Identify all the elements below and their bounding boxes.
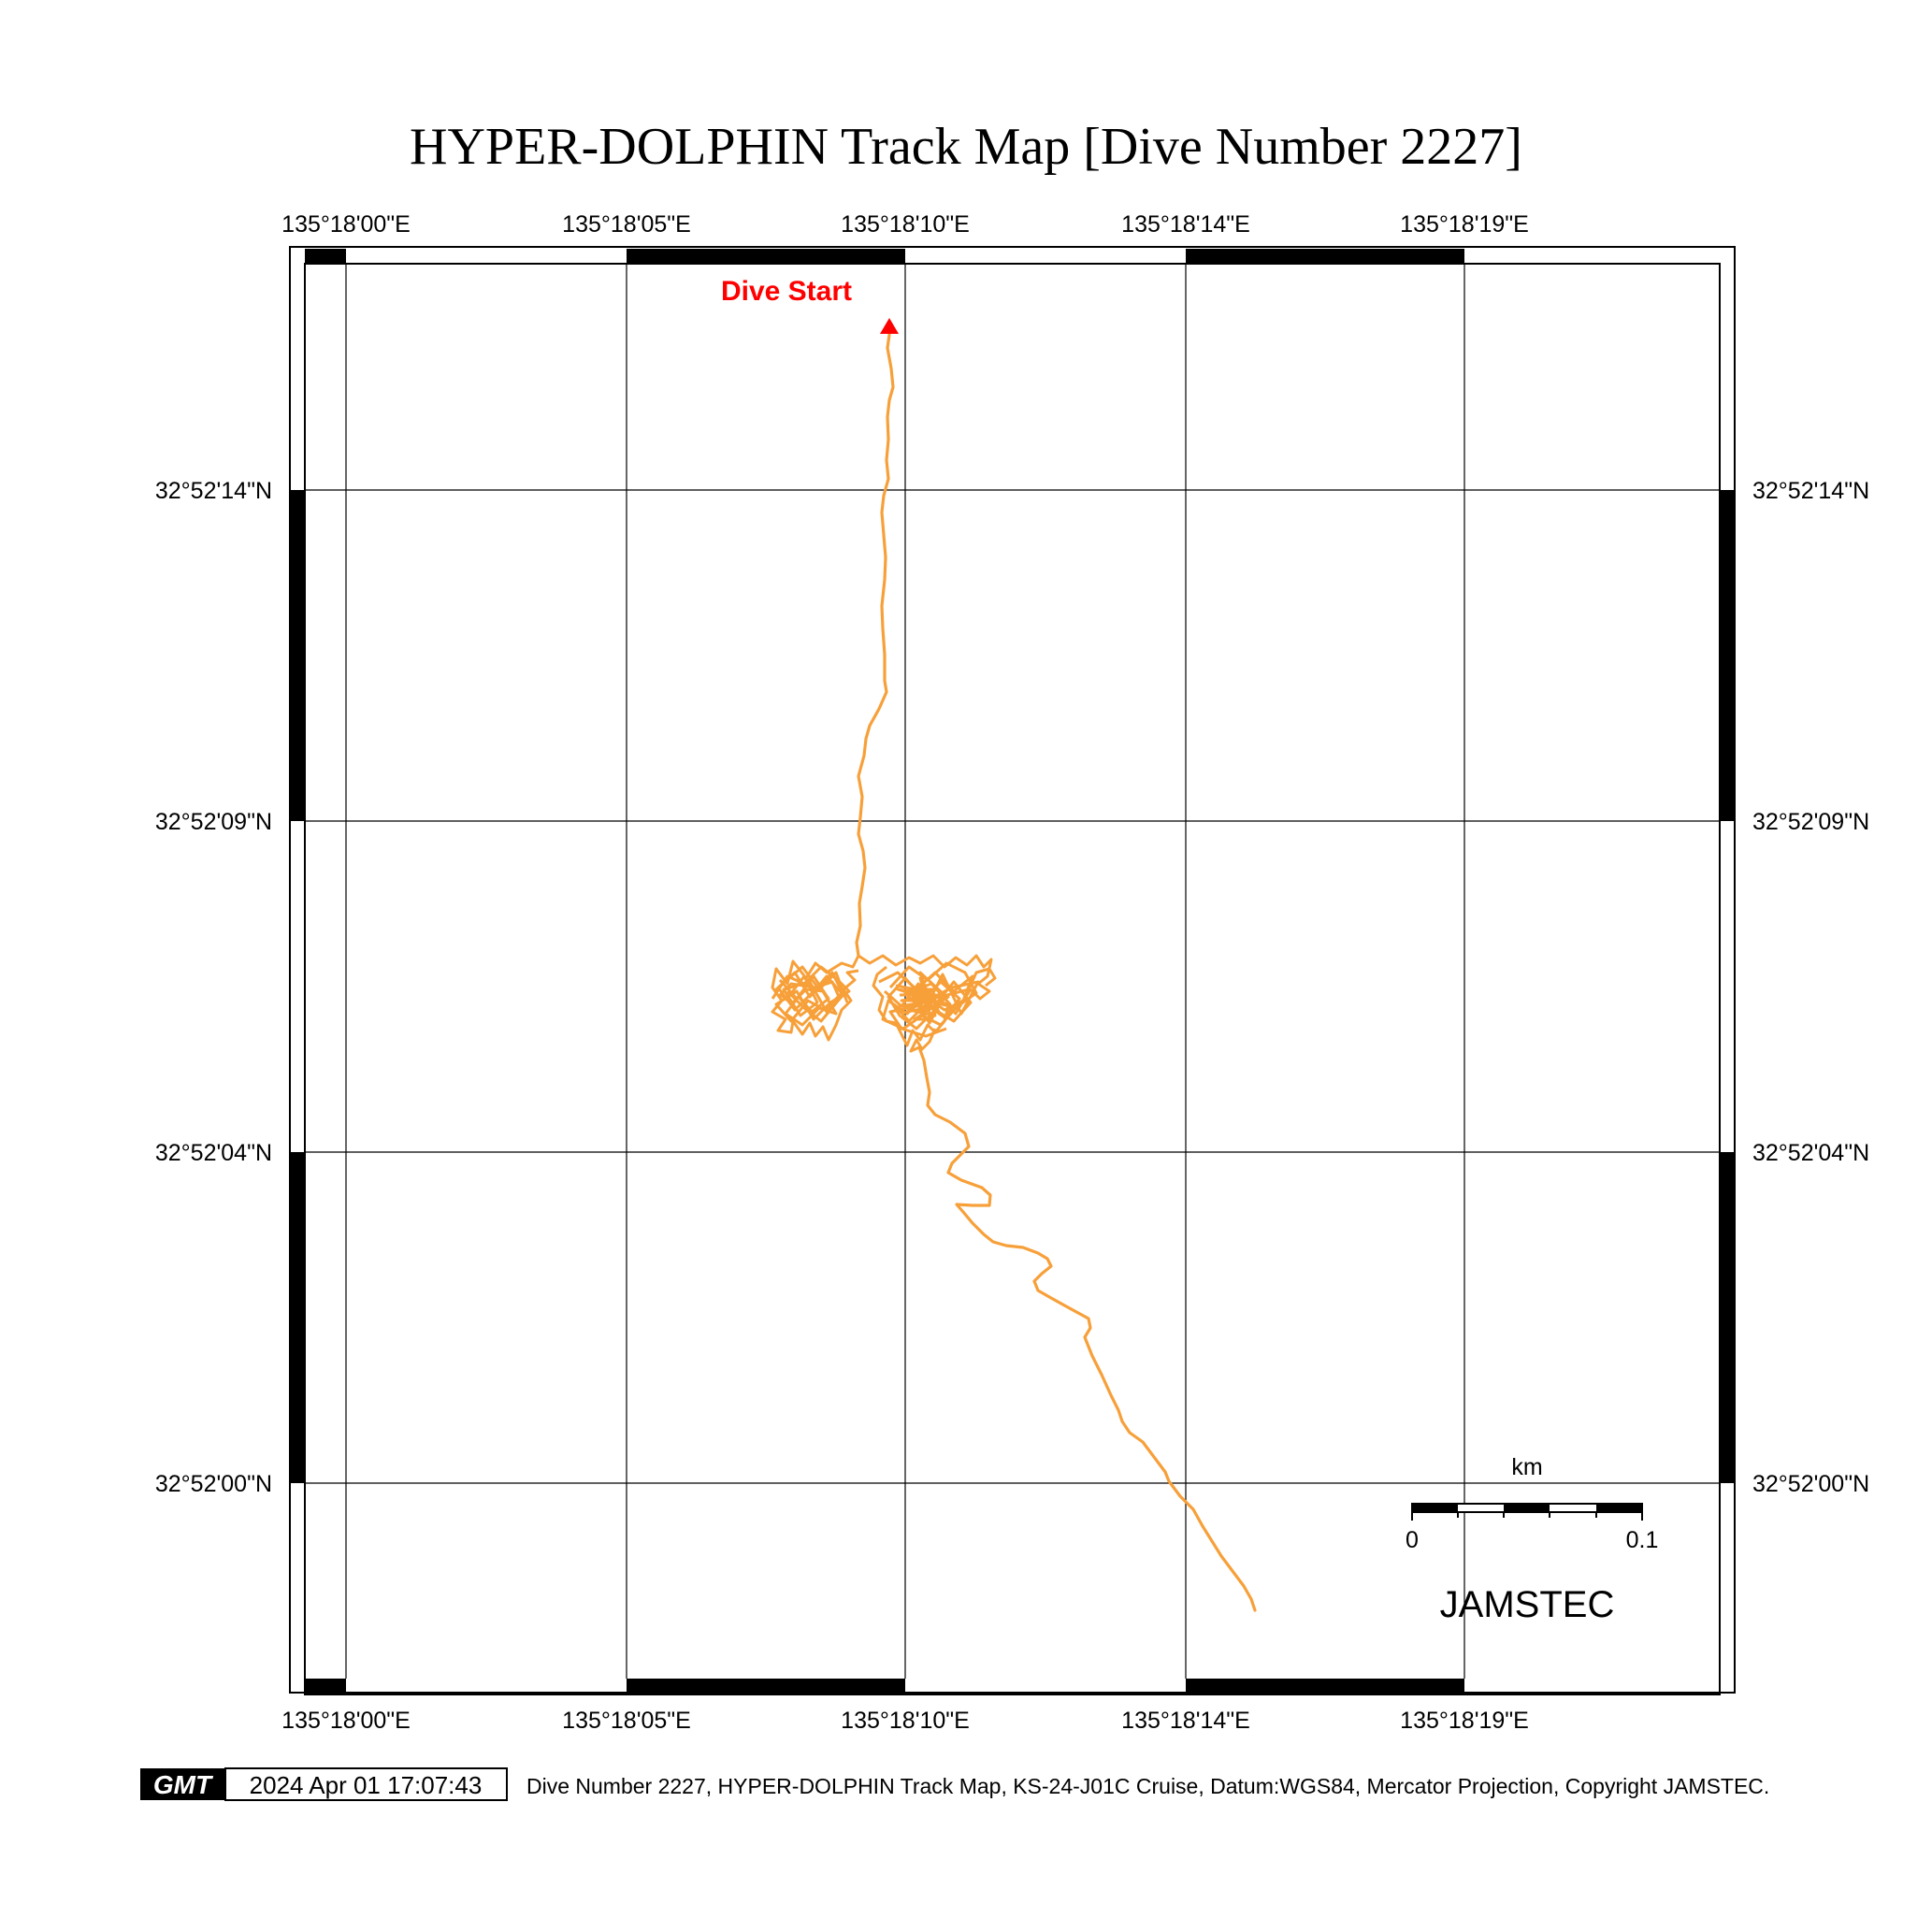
lon-label-bottom-1: 135°18'00"E <box>281 1708 411 1734</box>
frame-bar-bottom-3 <box>1186 1679 1464 1694</box>
lon-label-top-5: 135°18'19"E <box>1400 211 1529 238</box>
scale-segment-3 <box>1504 1504 1550 1512</box>
timestamp-box <box>224 1767 508 1801</box>
frame-bar-top-2 <box>627 249 905 264</box>
lat-label-left-4: 32°52'00"N <box>155 1471 272 1497</box>
lat-label-left-1: 32°52'14"N <box>155 478 272 504</box>
frame-bar-left-2 <box>290 1152 305 1483</box>
dive-start-label: Dive Start <box>721 276 852 307</box>
scale-bar: km 0 0.1 <box>1406 1454 1658 1553</box>
footer-caption: Dive Number 2227, HYPER-DOLPHIN Track Ma… <box>526 1774 1769 1798</box>
frame-bar-right-2 <box>1720 1152 1735 1483</box>
frame-bar-top-1 <box>305 249 346 264</box>
map-title: HYPER-DOLPHIN Track Map [Dive Number 222… <box>410 118 1522 176</box>
lat-label-right-3: 32°52'04"N <box>1752 1140 1869 1166</box>
scale-segment-5 <box>1596 1504 1642 1512</box>
frame-bar-top-3 <box>1186 249 1464 264</box>
lat-label-right-1: 32°52'14"N <box>1752 478 1869 504</box>
gmt-logo-text: GMT <box>153 1770 214 1799</box>
lon-label-bottom-4: 135°18'14"E <box>1121 1708 1250 1734</box>
lat-label-right-2: 32°52'09"N <box>1752 809 1869 835</box>
lat-label-right-4: 32°52'00"N <box>1752 1471 1869 1497</box>
scale-unit-label: km <box>1511 1454 1542 1480</box>
lon-label-top-2: 135°18'05"E <box>562 211 691 238</box>
track-descent-segment <box>855 333 895 958</box>
dive-track <box>855 333 1257 1612</box>
scale-segment-1 <box>1412 1504 1458 1512</box>
organization-label: JAMSTEC <box>1440 1584 1615 1625</box>
map-frame-outer <box>289 246 1736 1694</box>
frame-bar-right-1 <box>1720 490 1735 821</box>
lat-label-left-2: 32°52'09"N <box>155 809 272 835</box>
track-survey-cluster-east <box>858 954 997 1053</box>
lon-label-bottom-2: 135°18'05"E <box>562 1708 691 1734</box>
gmt-logo-background <box>140 1768 225 1800</box>
grid-parallels <box>305 489 1720 1484</box>
gmt-logo: GMT <box>140 1768 225 1800</box>
lat-label-left-3: 32°52'04"N <box>155 1140 272 1166</box>
timestamp-text: 2024 Apr 01 17:07:43 <box>250 1771 483 1799</box>
scale-max-label: 0.1 <box>1626 1527 1659 1553</box>
lon-label-bottom-5: 135°18'19"E <box>1400 1708 1529 1734</box>
lon-label-top-1: 135°18'00"E <box>281 211 411 238</box>
track-survey-cluster-west <box>771 955 860 1042</box>
frame-bar-bottom-1 <box>305 1679 346 1694</box>
dive-start-marker <box>880 318 899 334</box>
map-frame-inner <box>304 263 1721 1695</box>
lon-label-top-3: 135°18'10"E <box>841 211 970 238</box>
scale-min-label: 0 <box>1406 1527 1419 1553</box>
frame-bar-bottom-2 <box>627 1679 905 1694</box>
lon-label-bottom-3: 135°18'10"E <box>841 1708 970 1734</box>
frame-bar-left-1 <box>290 490 305 821</box>
lon-label-top-4: 135°18'14"E <box>1121 211 1250 238</box>
track-transit-segment <box>917 1045 1257 1612</box>
